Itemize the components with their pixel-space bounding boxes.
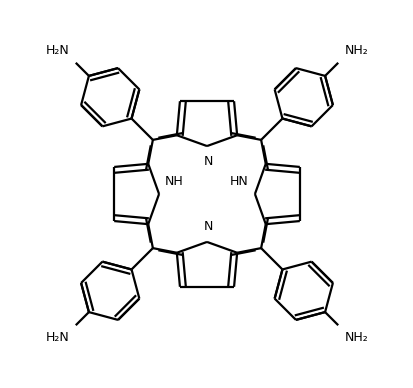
Text: NH₂: NH₂ — [344, 43, 367, 57]
Text: N: N — [203, 154, 213, 168]
Text: N: N — [203, 220, 213, 234]
Text: H₂N: H₂N — [46, 43, 69, 57]
Text: HN: HN — [230, 175, 248, 188]
Text: NH: NH — [165, 175, 183, 188]
Text: NH₂: NH₂ — [344, 331, 367, 345]
Text: H₂N: H₂N — [46, 331, 69, 345]
